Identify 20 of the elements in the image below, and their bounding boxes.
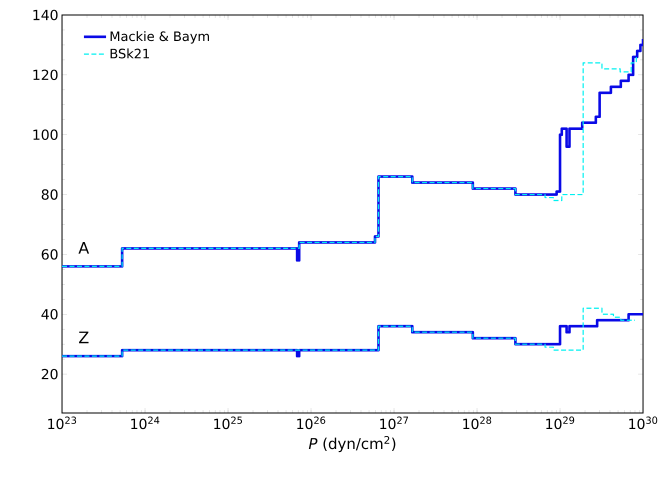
x-tick-label: 10$^{29}$ xyxy=(546,416,574,430)
x-tick-label: 10$^{24}$ xyxy=(131,416,160,430)
x-tick-label: 10$^{30}$ xyxy=(629,416,658,430)
x-tick-label: 10$^{25}$ xyxy=(214,416,242,430)
x-tick-label: 10$^{28}$ xyxy=(463,416,492,430)
y-tick-label: 140 xyxy=(33,10,58,20)
y-tick-label: 80 xyxy=(42,189,58,200)
y-tick-label: 20 xyxy=(42,368,58,380)
x-tick-label: 10$^{26}$ xyxy=(297,416,326,430)
y-tick-label: 40 xyxy=(41,308,58,320)
y-tick-label: 120 xyxy=(33,70,58,80)
annotation: Z xyxy=(79,332,89,344)
legend-label: Mackie & Baym xyxy=(110,31,209,44)
y-tick-label: 60 xyxy=(42,249,58,260)
legend-label: BSk21 xyxy=(110,48,150,58)
annotation: A xyxy=(78,242,90,254)
y-tick-label: 100 xyxy=(33,129,58,140)
x-tick-label: 10$^{23}$ xyxy=(48,416,76,430)
x-tick-label: 10$^{27}$ xyxy=(380,416,408,430)
x-axis-title: P (dyn/cm$^{2}$) xyxy=(308,436,396,452)
